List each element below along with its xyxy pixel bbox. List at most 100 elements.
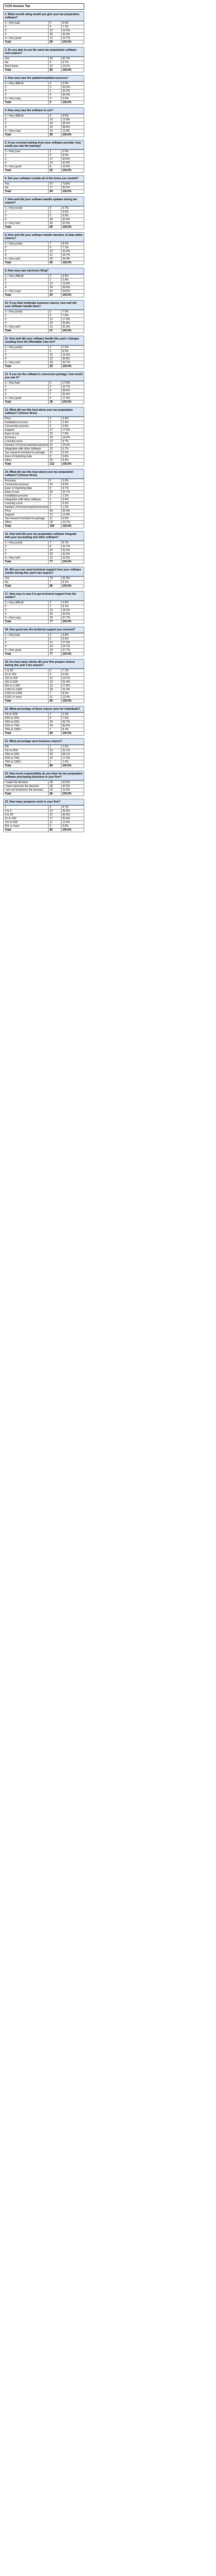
table-row: 1—Very poorly 4 4.7% [3, 206, 85, 210]
count-cell: 77 [48, 620, 62, 624]
percent-cell: 91.9% [60, 576, 85, 581]
table-row: 5—Very well 21 31.3% [3, 325, 85, 329]
answer-cell: 4 [3, 644, 49, 649]
answer-cell: 1—Very poorly [3, 242, 49, 246]
answer-cell: No [3, 60, 49, 65]
count-cell: 25 [48, 612, 62, 616]
answer-cell: 4 [3, 253, 49, 257]
answer-cell: 2 [3, 278, 49, 282]
answer-cell: Don't know [3, 64, 49, 69]
answer-cell: Number of forms/comprehensiveness [3, 505, 49, 509]
count-cell: 12 [48, 676, 62, 681]
count-cell: 67 [48, 182, 62, 186]
percent-cell: 100.0% [60, 189, 85, 194]
table-row: 51 to 100 0 0.0% [3, 672, 85, 677]
count-cell: 69 [48, 57, 62, 61]
count-cell: 0 [48, 97, 62, 101]
count-cell: 19 [48, 749, 62, 753]
percent-cell: 28.9% [60, 286, 85, 290]
answer-cell: 5—Very easy [3, 616, 49, 620]
answer-cell: 5—Very well [3, 325, 49, 329]
percent-cell: 23.3% [60, 788, 85, 792]
answer-cell: Ease of importing data [3, 486, 49, 491]
answer-cell: 4 [3, 357, 49, 361]
count-cell: 5 [48, 396, 62, 400]
table-row: Yes 69 81.2% [3, 57, 85, 61]
count-cell: 79 [48, 576, 62, 581]
count-cell: 33 [48, 357, 62, 361]
answer-cell: Ease of use [3, 432, 49, 436]
percent-cell: 100.0% [60, 792, 85, 796]
answer-cell: Total [3, 699, 49, 703]
table-row: Ease of importing data 8 3.8% [3, 454, 85, 459]
count-cell: 44 [48, 289, 62, 294]
percent-cell: 2.3% [60, 712, 85, 717]
percent-cell: 50.0% [60, 724, 85, 728]
response-table: 1—Very difficult 3 3.6% 2 2 2.4% 3 10 12.0% 4 24 28… [3, 274, 85, 297]
answer-cell: 5—Very good [3, 36, 49, 40]
total-row: Total 86 100.0% [3, 584, 85, 588]
table-row: 4 36 42.4% [3, 32, 85, 37]
answer-cell: Total [3, 620, 49, 624]
response-table: 1—Very poor 1 2.0% 2 4 8.0% 3 17 34.0% 4 16 32.0% 5—… [3, 149, 85, 173]
table-row: 4 16 32.0% [3, 161, 85, 165]
count-cell: 0 [48, 672, 62, 677]
answer-cell: 101 to 200 [3, 676, 49, 681]
question-text: 11. How well did your software handle th… [3, 336, 84, 345]
percent-cell: 32.9% [60, 218, 85, 222]
total-row: Total 77 100.0% [3, 652, 85, 656]
table-row: Other 20 9.4% [3, 458, 85, 463]
table-row: 4 33 39.8% [3, 357, 85, 361]
count-cell: 86 [48, 584, 62, 588]
percent-cell: 36.5% [60, 813, 85, 817]
answer-cell: 2 [3, 153, 49, 158]
percent-cell: 58.1% [60, 752, 85, 757]
question-block: 18. How good was the technical support y… [3, 627, 85, 656]
percent-cell: 9.6% [60, 114, 85, 118]
count-cell: 86 [48, 792, 62, 796]
percent-cell: 6.5% [60, 637, 85, 641]
percent-cell: 100.0% [60, 584, 85, 588]
count-cell: 212 [48, 462, 62, 466]
count-cell: 19 [48, 680, 62, 684]
count-cell: 6 [48, 25, 62, 29]
table-row: Price 5 2.4% [3, 417, 85, 421]
table-row: 4 33 38.8% [3, 125, 85, 130]
answer-cell: No [3, 186, 49, 190]
answer-cell: Total [3, 168, 49, 173]
table-row: 3 2 22.2% [3, 89, 85, 93]
percent-cell: 16.0% [60, 556, 85, 560]
count-cell: 50 [48, 752, 62, 757]
table-row: No 7 8.1% [3, 580, 85, 584]
answer-cell: 2 [3, 314, 49, 318]
table-row: 1—Very bad 5 17.9% [3, 381, 85, 385]
percent-cell: 32.0% [60, 552, 85, 556]
answer-cell: Ease of importing data [3, 454, 49, 459]
answer-cell: Total [3, 40, 49, 44]
answer-cell: 3 [3, 249, 49, 254]
count-cell: 28 [48, 218, 62, 222]
question-text: 4. How easy was the software to use? [3, 107, 84, 114]
percent-cell: 100.0% [60, 731, 85, 736]
question-text: 13. What did you like best about your ta… [3, 407, 84, 417]
percent-cell: 16.0% [60, 165, 85, 169]
count-cell: 7 [48, 242, 62, 246]
count-cell: 6 [48, 246, 62, 250]
percent-cell: 19.3% [60, 353, 85, 357]
count-cell: 4 [48, 805, 62, 810]
count-cell: 1 [48, 149, 62, 154]
table-row: Yes 79 91.9% [3, 576, 85, 581]
count-cell: 8 [48, 454, 62, 459]
percent-cell: 17.9% [60, 381, 85, 385]
table-row: 2 5 6.0% [3, 349, 85, 354]
table-row: 5—Very well 12 16.0% [3, 556, 85, 560]
table-row: 2 5 7.5% [3, 314, 85, 318]
answer-cell: 201 to 500 [3, 680, 49, 684]
answer-cell: 5—Very good [3, 165, 49, 169]
answer-cell: 2 [3, 604, 49, 609]
count-cell: 3 [48, 633, 62, 637]
percent-cell: 25.8% [60, 321, 85, 325]
percent-cell: 100.0% [60, 652, 85, 656]
count-cell: 5 [48, 420, 62, 425]
table-row: 5—Very easy 44 53.0% [3, 289, 85, 294]
